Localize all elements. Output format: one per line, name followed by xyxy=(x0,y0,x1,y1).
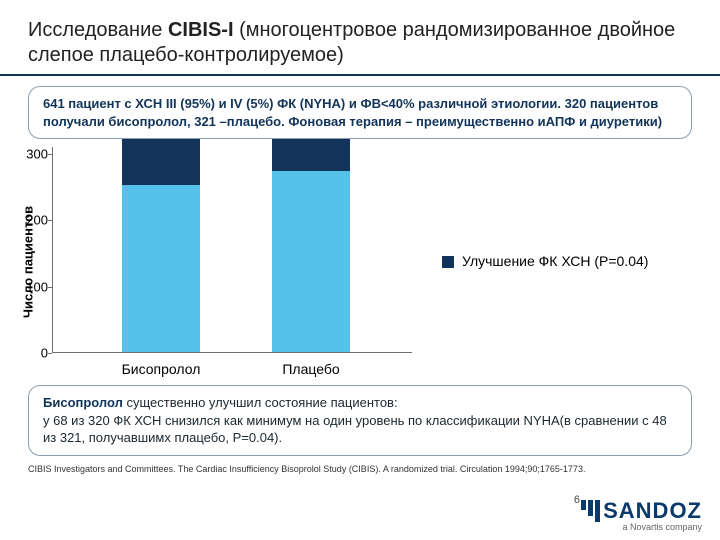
plot-area: 0100200300БисопрололПлацебо xyxy=(52,147,412,377)
logo-subtext: a Novartis company xyxy=(622,522,702,532)
bar xyxy=(122,139,200,352)
logo-row: SANDOZ xyxy=(581,498,702,524)
callout-result: Бисопролол существенно улучшил состояние… xyxy=(28,385,692,456)
slide: Исследование CIBIS-I (многоцентровое ран… xyxy=(0,0,720,540)
bar xyxy=(272,139,350,352)
legend-label: Улучшение ФК ХСН (P=0.04) xyxy=(462,253,648,271)
x-tick-label: Бисопролол xyxy=(122,361,201,377)
y-axis xyxy=(52,147,53,353)
y-tick-mark xyxy=(48,220,52,221)
page-number: 6 xyxy=(574,494,580,506)
x-axis xyxy=(52,352,412,353)
bar-segment xyxy=(122,185,200,352)
y-axis-label-wrap: Число пациентов xyxy=(28,147,52,377)
sandoz-logo: SANDOZ a Novartis company xyxy=(581,498,702,532)
slide-title: Исследование CIBIS-I (многоцентровое ран… xyxy=(28,18,692,68)
bar-segment xyxy=(122,139,200,184)
y-tick-mark xyxy=(48,287,52,288)
y-tick-mark xyxy=(48,353,52,354)
result-emph: Бисопролол xyxy=(43,395,123,410)
logo-bars-icon xyxy=(581,500,600,522)
title-rule xyxy=(0,74,720,76)
bar-segment xyxy=(272,171,350,352)
y-tick-label: 100 xyxy=(18,279,48,294)
legend-item: Улучшение ФК ХСН (P=0.04) xyxy=(442,253,648,271)
reference: CIBIS Investigators and Committees. The … xyxy=(28,464,692,474)
footer: SANDOZ a Novartis company xyxy=(581,498,702,532)
bar-segment xyxy=(272,139,350,171)
result-line-1-rest: существенно улучшил состояние пациентов: xyxy=(123,395,398,410)
y-tick-label: 200 xyxy=(18,213,48,228)
legend: Улучшение ФК ХСН (P=0.04) xyxy=(412,147,692,377)
y-tick-label: 0 xyxy=(18,346,48,361)
y-tick-label: 300 xyxy=(18,146,48,161)
chart: Число пациентов 0100200300БисопрололПлац… xyxy=(28,147,692,377)
result-line-2: у 68 из 320 ФК ХСН снизился как минимум … xyxy=(43,412,677,447)
logo-text: SANDOZ xyxy=(603,498,702,524)
x-tick-label: Плацебо xyxy=(282,361,339,377)
legend-swatch xyxy=(442,256,454,268)
callout-methods: 641 пациент с ХСН III (95%) и IV (5%) ФК… xyxy=(28,86,692,139)
title-strong: CIBIS-I xyxy=(168,19,234,41)
title-prefix: Исследование xyxy=(28,19,168,41)
result-line-1: Бисопролол существенно улучшил состояние… xyxy=(43,394,677,412)
y-tick-mark xyxy=(48,154,52,155)
